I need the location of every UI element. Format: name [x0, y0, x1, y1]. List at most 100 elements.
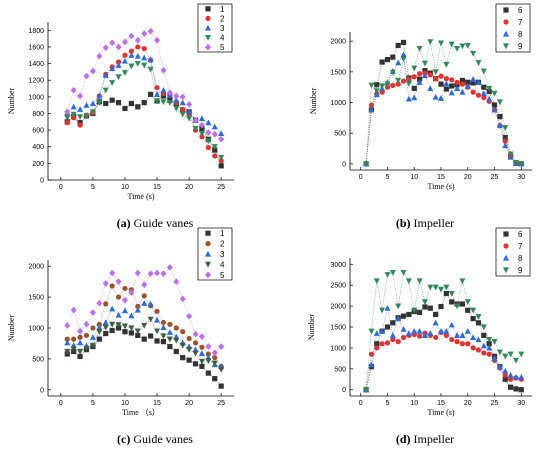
legend-marker-3 [205, 250, 211, 257]
data-point-series-4 [211, 144, 218, 150]
data-point-series-8 [496, 363, 503, 370]
data-point-series-5 [218, 343, 225, 350]
legend-marker-2 [205, 241, 211, 247]
data-point-series-5 [96, 52, 103, 60]
data-point-series-7 [384, 340, 391, 346]
legend-marker-4 [205, 261, 211, 268]
data-point-series-3 [211, 123, 218, 130]
y-axis-label: Number [7, 88, 16, 115]
y-tick-label: 1000 [28, 326, 44, 333]
data-point-series-9 [411, 65, 418, 72]
data-point-series-6 [507, 384, 514, 390]
data-point-series-8 [486, 95, 493, 102]
data-point-series-7 [481, 350, 487, 356]
data-point-series-2 [64, 336, 70, 342]
y-axis-label: Number [7, 315, 16, 342]
data-point-series-9 [459, 43, 466, 50]
data-point-series-1 [122, 105, 128, 112]
data-point-series-8 [411, 94, 418, 101]
data-point-series-5 [141, 30, 148, 38]
data-point-series-7 [454, 79, 460, 85]
data-point-series-7 [486, 351, 492, 357]
data-point-series-3 [102, 319, 109, 326]
data-point-series-4 [89, 342, 96, 349]
data-point-series-3 [147, 300, 154, 307]
data-point-series-3 [128, 52, 135, 58]
legend-label-7: 7 [518, 242, 523, 251]
data-point-series-1 [192, 361, 199, 367]
data-point-series-9 [454, 303, 461, 310]
series-line-8 [365, 308, 522, 390]
data-point-series-9 [507, 351, 514, 358]
y-tick-label: 0 [40, 178, 44, 185]
data-point-series-3 [141, 54, 148, 61]
data-point-series-8 [379, 327, 386, 334]
data-point-series-4 [166, 336, 173, 343]
data-point-series-8 [486, 344, 493, 351]
data-point-series-4 [128, 325, 135, 332]
data-point-series-2 [205, 351, 211, 357]
data-point-series-9 [427, 284, 434, 291]
data-point-series-3 [64, 339, 71, 346]
data-point-series-6 [481, 332, 487, 338]
data-point-series-3 [166, 329, 173, 335]
data-point-series-1 [109, 97, 115, 103]
series-line-8 [365, 53, 522, 165]
data-point-series-7 [427, 72, 433, 78]
x-tick-label: 0 [59, 400, 63, 407]
data-point-series-6 [406, 311, 412, 318]
data-point-series-2 [180, 106, 186, 112]
data-point-series-5 [115, 43, 122, 51]
data-point-series-2 [212, 153, 218, 159]
data-point-series-2 [212, 355, 218, 361]
x-axis-label: Time (s) [427, 408, 454, 417]
data-point-series-2 [103, 301, 109, 307]
data-point-series-6 [502, 134, 508, 141]
data-point-series-9 [421, 60, 428, 67]
data-point-series-7 [502, 138, 508, 144]
data-point-series-4 [121, 70, 128, 76]
data-point-series-5 [192, 116, 199, 124]
data-point-series-4 [134, 328, 141, 335]
series-line-9 [365, 271, 522, 390]
data-point-series-7 [459, 81, 466, 87]
x-tick-label: 0 [359, 400, 363, 407]
data-point-series-6 [411, 85, 417, 92]
data-point-series-3 [115, 311, 122, 318]
data-point-series-6 [390, 320, 396, 326]
data-point-series-7 [433, 334, 439, 341]
data-point-series-5 [205, 129, 212, 136]
data-point-series-5 [186, 312, 193, 320]
data-point-series-5 [89, 67, 96, 75]
data-point-series-5 [154, 36, 161, 44]
data-point-series-9 [512, 357, 519, 364]
data-point-series-9 [438, 286, 444, 293]
data-point-series-5 [179, 295, 186, 303]
data-point-series-6 [486, 341, 492, 347]
data-point-series-4 [160, 99, 167, 106]
data-point-series-6 [470, 316, 476, 322]
data-point-series-4 [205, 138, 212, 145]
data-point-series-2 [186, 335, 192, 342]
data-point-series-9 [459, 278, 466, 285]
data-point-series-8 [475, 79, 482, 85]
data-point-series-5 [211, 349, 218, 357]
data-point-series-9 [470, 50, 477, 57]
data-point-series-2 [141, 46, 147, 52]
data-point-series-4 [218, 366, 225, 373]
y-tick-label: 500 [32, 356, 44, 363]
data-point-series-8 [454, 85, 461, 92]
data-point-series-5 [166, 264, 173, 271]
data-point-series-5 [109, 269, 116, 277]
data-point-series-5 [64, 108, 71, 116]
data-point-series-4 [64, 115, 71, 121]
data-point-series-9 [475, 60, 482, 66]
data-point-series-7 [502, 372, 508, 378]
data-point-series-2 [71, 336, 77, 342]
data-point-series-4 [141, 322, 148, 329]
data-point-series-2 [71, 115, 77, 121]
data-point-series-3 [134, 306, 141, 313]
x-tick-label: 25 [217, 184, 225, 191]
data-point-series-7 [395, 81, 401, 87]
data-point-series-8 [502, 367, 509, 374]
